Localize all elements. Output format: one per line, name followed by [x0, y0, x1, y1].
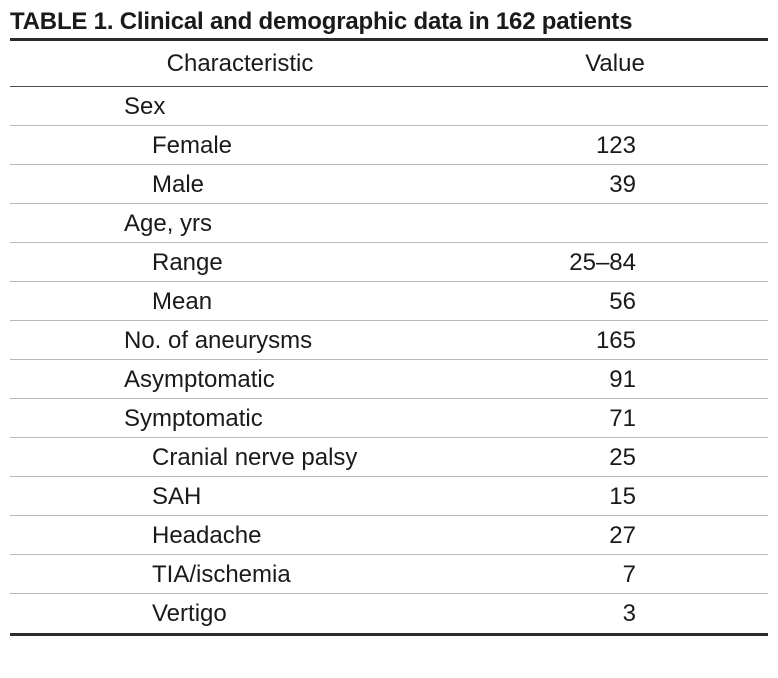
- row-value: 165: [595, 326, 636, 354]
- row-value: 27: [609, 521, 636, 549]
- row-divider: [10, 242, 768, 243]
- row-value: 25: [609, 443, 636, 471]
- row-label: Sex: [124, 92, 166, 120]
- row-label: Cranial nerve palsy: [152, 443, 358, 471]
- table-body: Sex Female 123 Male 39 Age, yrs Range 25–84 Mean…: [10, 87, 768, 633]
- row-divider: [10, 359, 768, 360]
- row-divider: [10, 125, 768, 126]
- row-divider: [10, 203, 768, 204]
- row-value: 7: [622, 560, 636, 588]
- row-label: Asymptomatic: [124, 365, 275, 393]
- table-row: Range 25–84: [10, 243, 768, 282]
- clinical-data-table: TABLE 1. Clinical and demographic data i…: [10, 0, 768, 636]
- row-label: Headache: [152, 521, 262, 549]
- row-label: No. of aneurysms: [124, 326, 313, 354]
- table-row: Cranial nerve palsy 25: [10, 438, 768, 477]
- row-divider: [10, 281, 768, 282]
- row-value: [530, 204, 636, 243]
- row-divider: [10, 476, 768, 477]
- table-caption: TABLE 1. Clinical and demographic data i…: [10, 8, 633, 35]
- header-value: Value: [585, 50, 645, 77]
- row-divider: [10, 515, 768, 516]
- table-row: SAH 15: [10, 477, 768, 516]
- row-divider: [10, 437, 768, 438]
- table-row: No. of aneurysms 165: [10, 321, 768, 360]
- table-row: Female 123: [10, 126, 768, 165]
- header-characteristic: Characteristic: [166, 50, 314, 77]
- table-row: Male 39: [10, 165, 768, 204]
- row-value: 3: [622, 599, 636, 627]
- table-header-row: Characteristic Value: [10, 41, 768, 87]
- table-row: Symptomatic 71: [10, 399, 768, 438]
- row-label: SAH: [152, 482, 202, 510]
- row-divider: [10, 398, 768, 399]
- row-divider: [10, 164, 768, 165]
- table-row: Age, yrs: [10, 204, 768, 243]
- row-value: 39: [609, 170, 636, 198]
- row-value: 123: [595, 131, 636, 159]
- header-rule: [10, 86, 768, 87]
- table-row: Vertigo 3: [10, 594, 768, 633]
- row-label: Age, yrs: [124, 209, 213, 237]
- row-value: [530, 87, 636, 126]
- top-rule: [10, 38, 768, 41]
- row-value: 15: [609, 482, 636, 510]
- bottom-rule: [10, 633, 768, 636]
- table-row: Asymptomatic 91: [10, 360, 768, 399]
- row-label: Female: [152, 131, 233, 159]
- row-divider: [10, 593, 768, 594]
- row-label: Vertigo: [152, 599, 227, 627]
- row-label: Range: [152, 248, 223, 276]
- row-value: 71: [609, 404, 636, 432]
- row-label: Male: [152, 170, 205, 198]
- row-label: Mean: [152, 287, 213, 315]
- table-row: Sex: [10, 87, 768, 126]
- row-value: 56: [609, 287, 636, 315]
- row-divider: [10, 320, 768, 321]
- table-row: Mean 56: [10, 282, 768, 321]
- row-value: 25–84: [569, 248, 636, 276]
- row-value: 91: [609, 365, 636, 393]
- row-divider: [10, 554, 768, 555]
- table-row: Headache 27: [10, 516, 768, 555]
- table-row: TIA/ischemia 7: [10, 555, 768, 594]
- row-label: TIA/ischemia: [152, 560, 291, 588]
- row-label: Symptomatic: [124, 404, 263, 432]
